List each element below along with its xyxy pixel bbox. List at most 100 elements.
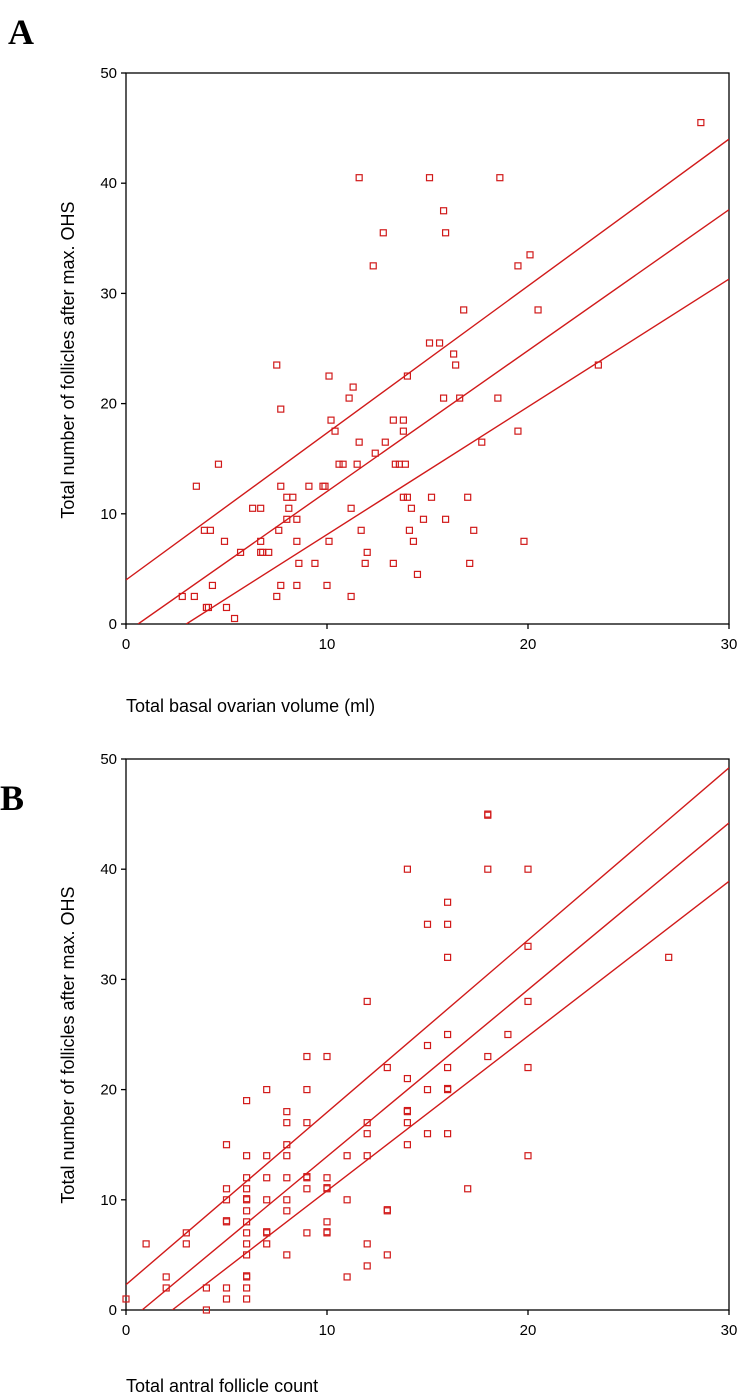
y-tick-label: 50	[100, 65, 117, 82]
data-point	[263, 1085, 271, 1094]
data-point	[444, 920, 452, 928]
data-point	[243, 1097, 251, 1105]
x-tick-label: 20	[520, 636, 537, 653]
data-point	[289, 493, 297, 501]
data-point	[257, 504, 265, 512]
y-tick-label: 0	[109, 1302, 117, 1319]
data-point	[343, 1152, 351, 1160]
y-axis-title-b: Total number of follicles after max. OHS	[58, 886, 78, 1203]
data-point	[409, 537, 418, 545]
data-point	[399, 427, 407, 435]
data-point	[484, 1052, 492, 1061]
data-point	[273, 592, 281, 601]
data-point	[355, 174, 363, 182]
data-point	[363, 548, 371, 556]
data-point	[283, 1196, 291, 1204]
x-tick-label: 10	[319, 1322, 336, 1339]
data-point	[524, 865, 532, 873]
data-point	[425, 174, 434, 182]
data-point	[122, 1295, 130, 1303]
data-point	[323, 1174, 331, 1182]
data-point	[399, 493, 407, 501]
data-point	[444, 1063, 452, 1072]
data-point	[534, 306, 542, 314]
data-point	[263, 1240, 271, 1248]
x-tick-label: 10	[319, 636, 336, 653]
data-point	[383, 1063, 391, 1072]
data-point	[275, 526, 283, 534]
data-point	[401, 460, 409, 468]
data-point	[441, 229, 450, 237]
plot-area-a: 0 10 20 30 40 50 0 10 20 30	[100, 65, 737, 653]
data-point	[323, 1184, 331, 1192]
data-point	[311, 559, 319, 567]
data-point	[343, 1196, 351, 1204]
data-point	[263, 1174, 271, 1182]
data-point	[222, 1295, 231, 1303]
data-point	[484, 865, 492, 873]
data-point	[347, 504, 355, 512]
data-point	[325, 372, 333, 380]
data-point	[450, 350, 458, 358]
y-tick-label: 10	[100, 506, 117, 523]
data-point	[303, 1185, 311, 1193]
data-point	[182, 1240, 190, 1248]
data-point	[283, 1174, 291, 1182]
data-point	[427, 493, 436, 501]
data-point	[345, 394, 353, 402]
data-point	[243, 1272, 251, 1280]
data-point	[323, 1228, 331, 1236]
data-point	[283, 1119, 291, 1127]
data-point	[202, 1306, 210, 1314]
data-point	[331, 427, 339, 435]
data-point	[389, 416, 397, 424]
y-tick-label: 40	[100, 861, 117, 878]
data-point	[504, 1030, 512, 1039]
data-point	[524, 942, 532, 950]
data-point	[403, 1141, 411, 1149]
data-point	[243, 1185, 251, 1193]
data-point	[444, 1084, 452, 1093]
data-point	[222, 1284, 231, 1292]
data-point	[514, 262, 522, 270]
data-point	[456, 394, 464, 402]
data-point	[347, 592, 355, 601]
data-point	[441, 515, 450, 523]
data-point	[162, 1273, 170, 1281]
data-point	[343, 1273, 351, 1281]
data-point	[243, 1218, 251, 1226]
plot-frame-b	[125, 758, 730, 1311]
data-point	[257, 537, 265, 545]
data-point	[444, 898, 452, 906]
y-tick-label: 40	[100, 175, 117, 192]
y-axis-title-a: Total number of follicles after max. OHS	[58, 201, 78, 518]
x-tick-label: 30	[721, 636, 738, 653]
data-point	[283, 515, 291, 523]
data-point	[349, 383, 357, 391]
data-point	[192, 482, 200, 490]
data-point	[339, 460, 347, 468]
data-point	[444, 953, 452, 961]
y-tick-label: 30	[100, 285, 117, 302]
data-point	[283, 493, 291, 501]
data-point	[283, 1152, 291, 1160]
data-point	[214, 460, 223, 468]
data-point	[293, 581, 301, 590]
data-point	[381, 438, 389, 446]
data-point	[379, 229, 387, 237]
data-point	[285, 504, 293, 512]
data-point	[243, 1229, 251, 1237]
data-point	[283, 1141, 291, 1149]
data-point	[200, 526, 208, 534]
data-point	[403, 1106, 411, 1115]
data-point	[273, 361, 281, 369]
data-point	[162, 1284, 170, 1292]
data-point	[303, 1052, 311, 1061]
data-point	[464, 1185, 472, 1193]
data-point	[236, 548, 245, 556]
plot-frame-a	[125, 72, 730, 625]
data-point	[178, 592, 186, 601]
x-tick-label: 0	[122, 636, 130, 653]
data-point	[524, 997, 532, 1006]
